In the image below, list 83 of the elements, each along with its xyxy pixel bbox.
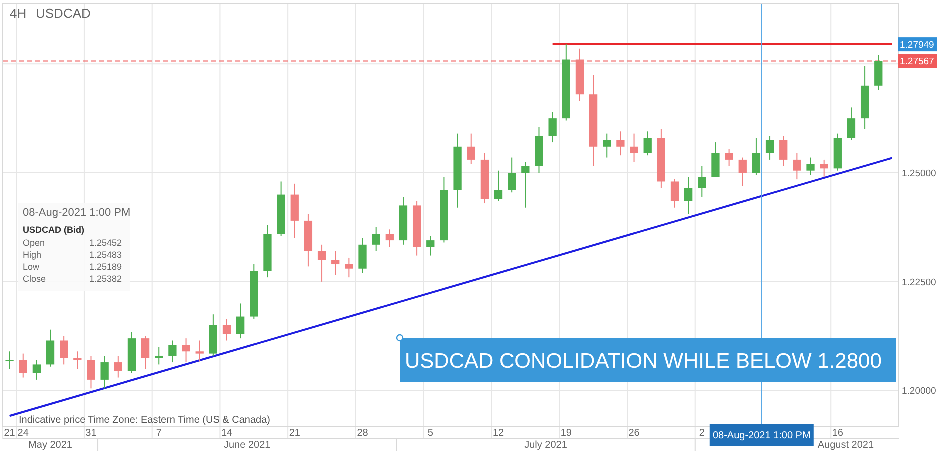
candlestick (155, 346, 164, 366)
chart-title: 4H (10, 6, 27, 21)
annotation: Close (23, 274, 46, 284)
x-tick-label: 24 (18, 428, 30, 439)
x-tick-label: 5 (428, 428, 434, 439)
annotation: 08-Aug-2021 1:00 PM (23, 207, 131, 219)
text: 08-Aug-2021 1:00 PM (712, 430, 811, 442)
candlestick (494, 170, 503, 202)
candlestick (332, 250, 340, 276)
text: May 2021 (28, 440, 73, 451)
candlestick (141, 336, 150, 370)
candlestick (60, 336, 68, 366)
candlestick (426, 236, 435, 256)
x-tick-label: 2 (699, 428, 706, 439)
candlestick (684, 176, 693, 215)
candlestick (467, 133, 476, 165)
annotation: Open (23, 238, 46, 248)
candlestick (820, 159, 828, 178)
candlestick (358, 238, 367, 274)
text: August 2021 (818, 440, 874, 451)
candlestick (670, 179, 680, 208)
text: July 2021 (524, 440, 568, 451)
annotation: 1.25483 (89, 250, 122, 260)
ref-line-label: 1.27567 (900, 56, 934, 68)
candlestick (168, 340, 177, 364)
candlestick (114, 355, 122, 378)
annotation: High (23, 250, 42, 260)
annotation: USDCAD (Bid) (23, 225, 84, 235)
annotation: Time Zone: Eastern Time (US & Canada) (88, 415, 270, 426)
text: June 2021 (224, 440, 272, 451)
candlestick (522, 162, 530, 208)
annotation: Indicative price (19, 415, 86, 426)
candlestick (766, 135, 774, 160)
y-tick-label: 1.22500 (902, 277, 936, 288)
candlestick (725, 148, 734, 167)
x-tick-label: 21 (4, 428, 16, 439)
candlestick (74, 351, 82, 370)
annotation: USDCAD CONOLIDATION WHILE BELOW 1.2800 (405, 350, 882, 373)
candlestick (793, 152, 802, 180)
x-tick-label: 28 (357, 428, 369, 439)
candlestick (780, 135, 788, 167)
candlestick (87, 355, 96, 390)
y-tick-label: 1.25000 (902, 168, 936, 180)
candlestick (644, 131, 652, 156)
candlestick (738, 157, 747, 187)
candlestick (386, 229, 394, 248)
annotation: 1.25452 (89, 238, 122, 248)
y-tick-label: 1.20000 (902, 386, 936, 398)
candlestick (100, 355, 109, 390)
x-tick-label: 12 (492, 428, 505, 439)
candlestick (345, 257, 354, 278)
x-tick-label: 19 (560, 428, 572, 439)
candlestick (616, 131, 625, 156)
candlestick (236, 303, 245, 340)
x-tick-label: 14 (221, 428, 233, 439)
x-tick-label: 21 (289, 428, 301, 439)
candlestick (372, 226, 380, 252)
candlestick (196, 340, 204, 362)
candlestick (182, 338, 190, 364)
candlestick (548, 112, 557, 144)
candlestick (752, 138, 761, 176)
candlestick (806, 157, 815, 176)
annotation: Low (23, 262, 40, 272)
candlestick (603, 133, 612, 158)
candlestick (318, 244, 326, 282)
candlestick (222, 318, 232, 342)
annotation: 1.25189 (89, 262, 122, 272)
x-tick-label: 16 (832, 428, 844, 439)
x-tick-label: 26 (628, 428, 640, 439)
candlestick (32, 360, 42, 380)
candlestick (19, 353, 28, 378)
x-tick-label: 7 (156, 428, 162, 439)
candlestick (6, 351, 14, 370)
candlestick (46, 329, 55, 368)
candlestick (630, 133, 638, 163)
chart-subtitle: USDCAD (36, 6, 91, 21)
candlestick (698, 166, 706, 198)
annotation: 1.25382 (89, 274, 122, 284)
candlestick (508, 157, 516, 194)
data-label: 1.27949 (900, 40, 934, 51)
x-tick-label: 31 (86, 428, 98, 439)
candlestick (847, 107, 856, 141)
candlestick (712, 142, 720, 178)
